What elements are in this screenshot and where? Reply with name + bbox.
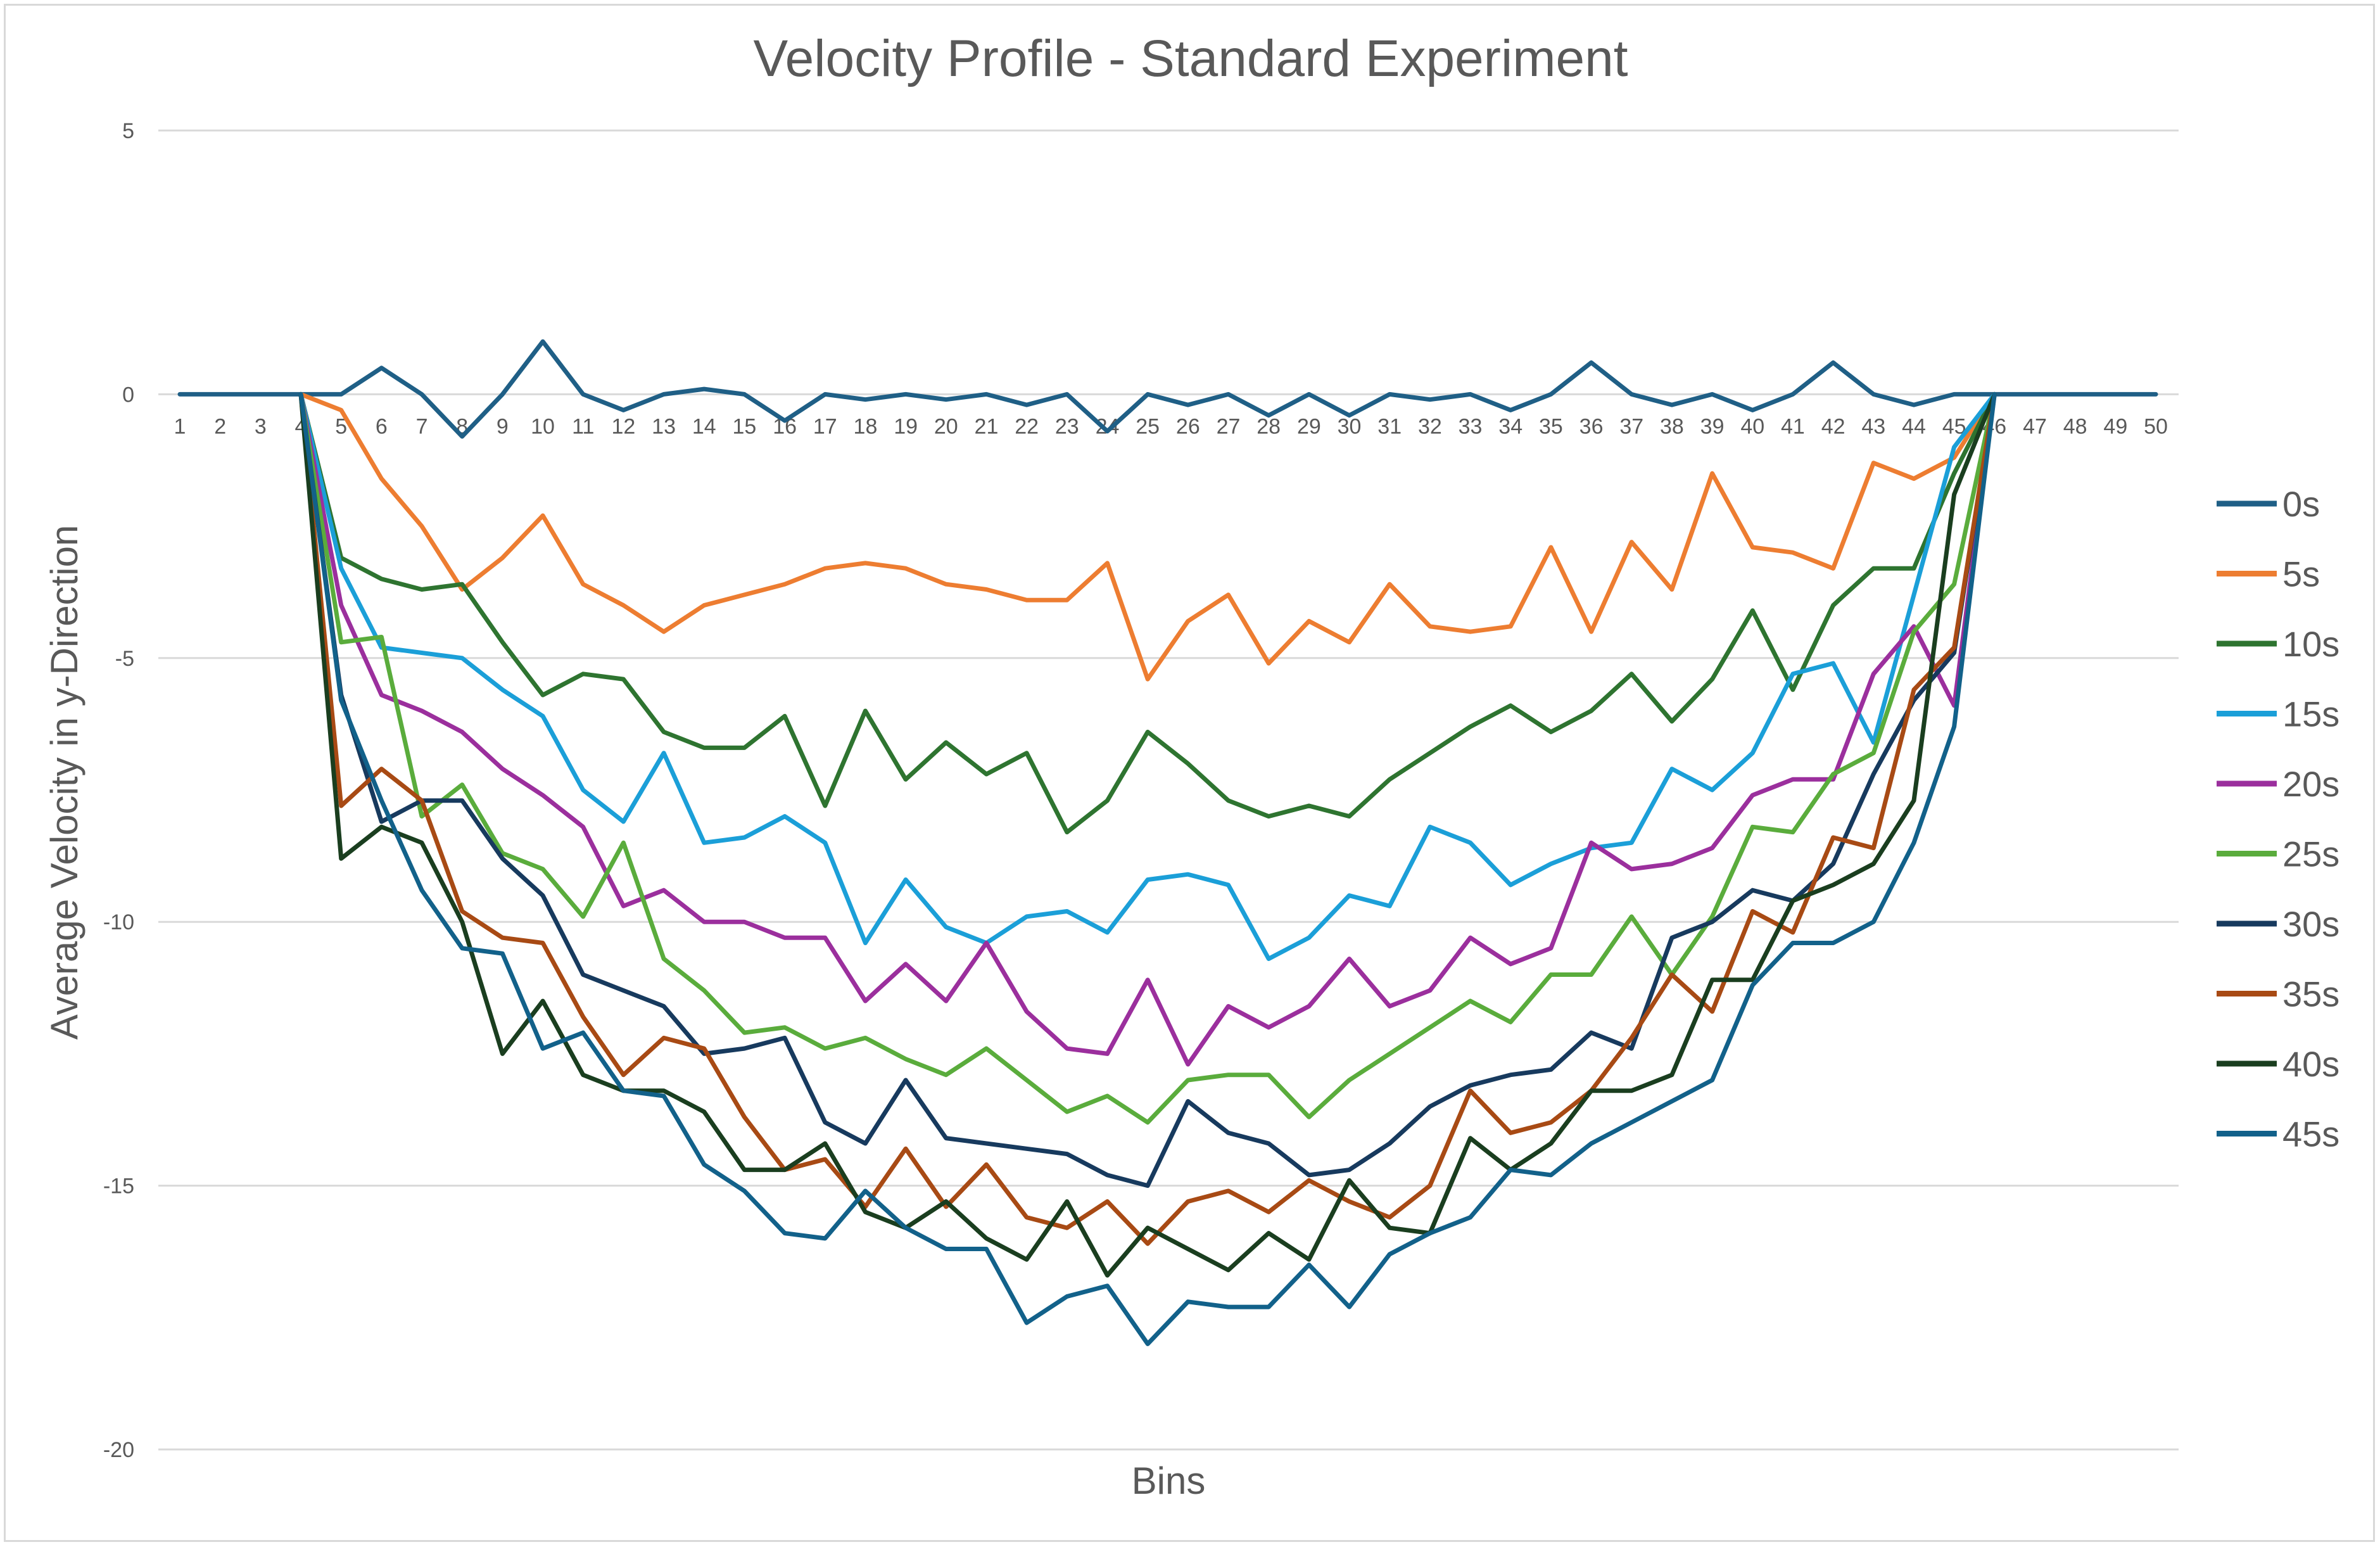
x-tick-label: 19: [894, 414, 918, 438]
x-tick-label: 41: [1781, 414, 1805, 438]
legend-label: 20s: [2282, 764, 2339, 804]
series-line-45s: [298, 392, 1997, 1346]
legend-label: 40s: [2282, 1044, 2339, 1084]
x-tick-label: 26: [1176, 414, 1200, 438]
x-tick-label: 50: [2144, 414, 2168, 438]
series-line-20s: [298, 392, 1997, 1067]
x-tick-label: 32: [1418, 414, 1442, 438]
chart-title: Velocity Profile - Standard Experiment: [754, 30, 1628, 87]
x-tick-label: 6: [376, 414, 388, 438]
x-tick-label: 13: [652, 414, 676, 438]
x-tick-label: 35: [1539, 414, 1563, 438]
x-tick-label: 23: [1055, 414, 1079, 438]
legend-label: 45s: [2282, 1114, 2339, 1154]
y-axis-title: Average Velocity in y-Direction: [43, 525, 85, 1040]
series-line-15s: [298, 392, 1997, 961]
x-tick-label: 49: [2103, 414, 2127, 438]
x-tick-label: 24: [1096, 414, 1120, 438]
x-tick-label: 40: [1740, 414, 1764, 438]
x-tick-label: 25: [1136, 414, 1160, 438]
x-tick-label: 5: [335, 414, 347, 438]
x-tick-label: 42: [1821, 414, 1845, 438]
x-tick-label: 37: [1619, 414, 1643, 438]
series-line-10s: [298, 392, 1997, 835]
x-tick-label: 36: [1579, 414, 1604, 438]
x-tick-label: 48: [2063, 414, 2087, 438]
x-tick-label: 22: [1015, 414, 1039, 438]
x-tick-label: 47: [2023, 414, 2047, 438]
x-axis-title: Bins: [1132, 1460, 1206, 1502]
legend-label: 15s: [2282, 694, 2339, 734]
series-line-5s: [298, 392, 1997, 682]
y-axis-ticks: 5 0 -5 -10 -15 -20: [103, 119, 134, 1462]
x-axis-ticks: 1 2 3 4 5 6 7 8 9 10 11 12 13 14 15 16 17 18 19 20 21 22 23 24 2…: [174, 414, 2168, 438]
y-tick-label: -5: [115, 647, 134, 671]
x-tick-label: 14: [692, 414, 716, 438]
legend-label: 5s: [2282, 554, 2320, 594]
x-tick-label: 29: [1297, 414, 1321, 438]
x-tick-label: 27: [1217, 414, 1241, 438]
series-line-40s: [298, 392, 1997, 1278]
y-tick-label: -10: [103, 910, 134, 934]
gridlines: [158, 129, 2179, 1451]
series-line-25s: [298, 392, 1997, 1125]
x-tick-label: 2: [214, 414, 226, 438]
x-tick-label: 21: [975, 414, 999, 438]
x-tick-label: 44: [1902, 414, 1926, 438]
legend-label: 30s: [2282, 904, 2339, 944]
x-tick-label: 9: [497, 414, 509, 438]
legend-label: 25s: [2282, 834, 2339, 874]
x-tick-label: 28: [1256, 414, 1281, 438]
legend-label: 0s: [2282, 484, 2320, 524]
series-line-0s: [177, 339, 2158, 439]
y-tick-label: -15: [103, 1175, 134, 1199]
x-tick-label: 30: [1338, 414, 1362, 438]
y-tick-label: -20: [103, 1438, 134, 1462]
legend: 0s 5s 10s 15s 20s 25s 30s 35s 40s 45s: [2217, 484, 2339, 1154]
series-lines: [177, 339, 2158, 1346]
x-tick-label: 20: [934, 414, 958, 438]
x-tick-label: 11: [572, 414, 594, 438]
legend-label: 35s: [2282, 974, 2339, 1014]
x-tick-label: 12: [611, 414, 635, 438]
y-tick-label: 5: [122, 119, 134, 143]
legend-label: 10s: [2282, 624, 2339, 664]
x-tick-label: 43: [1861, 414, 1885, 438]
x-tick-label: 7: [416, 414, 428, 438]
x-tick-label: 17: [813, 414, 837, 438]
chart-frame: [4, 4, 2375, 1542]
series-line-35s: [298, 392, 1997, 1246]
x-tick-label: 1: [174, 414, 186, 438]
x-tick-label: 38: [1660, 414, 1684, 438]
x-tick-label: 33: [1459, 414, 1483, 438]
x-tick-label: 15: [733, 414, 757, 438]
series-line-30s: [298, 392, 1997, 1188]
x-tick-label: 39: [1700, 414, 1725, 438]
y-tick-label: 0: [122, 383, 134, 407]
x-tick-label: 31: [1377, 414, 1402, 438]
x-tick-label: 18: [854, 414, 878, 438]
x-tick-label: 34: [1498, 414, 1522, 438]
x-tick-label: 10: [531, 414, 555, 438]
x-tick-label: 3: [255, 414, 267, 438]
